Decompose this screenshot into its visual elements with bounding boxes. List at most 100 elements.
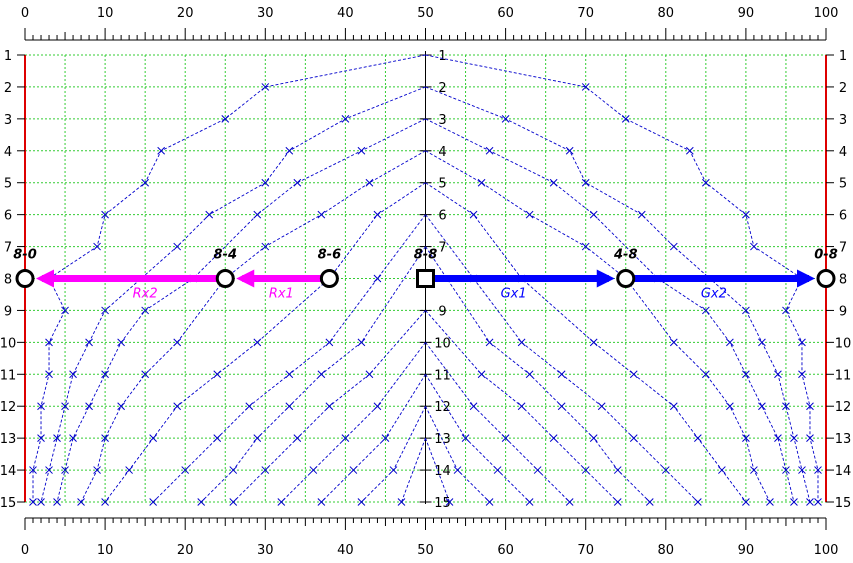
curve-point-marker xyxy=(525,370,534,379)
curve-point-marker xyxy=(293,178,302,187)
top-tick-label: 30 xyxy=(257,6,274,21)
curve-point-marker xyxy=(101,306,109,315)
curve-point-marker xyxy=(581,242,590,251)
curve-point-marker xyxy=(517,338,526,347)
curve-point-marker xyxy=(357,338,366,347)
curve-point-marker xyxy=(597,402,606,411)
curve-point-marker xyxy=(718,466,726,474)
arrow-label: Rx1 xyxy=(269,287,294,302)
curve-point-marker xyxy=(253,210,262,219)
curve-point-marker xyxy=(782,402,790,411)
center-row-label: 5 xyxy=(438,177,446,192)
curve-point-marker xyxy=(629,434,638,442)
curve-point-marker xyxy=(173,242,182,251)
left-row-label: 3 xyxy=(4,113,12,128)
curve-point-marker xyxy=(389,466,398,474)
curve-point-marker xyxy=(341,115,350,123)
right-row-label: 15 xyxy=(835,496,852,511)
curve-point-marker xyxy=(589,338,598,347)
curve-point-marker xyxy=(173,402,182,411)
curve-point-marker xyxy=(742,210,750,219)
node-circle xyxy=(215,269,235,288)
curve-point-marker xyxy=(309,466,318,474)
curve-point-marker xyxy=(157,146,166,155)
top-tick-label: 20 xyxy=(177,6,194,21)
curve-point-marker xyxy=(357,146,366,155)
bottom-tick-label: 80 xyxy=(658,543,675,558)
trellis-curve xyxy=(425,118,795,503)
curve-point-marker xyxy=(141,370,150,379)
left-row-label: 8 xyxy=(4,273,12,288)
trellis-curve xyxy=(401,437,426,503)
left-row-label: 5 xyxy=(4,177,12,192)
curve-point-marker xyxy=(806,402,814,411)
top-tick-label: 10 xyxy=(97,6,114,21)
curve-point-marker xyxy=(774,370,782,379)
bottom-tick-label: 10 xyxy=(97,543,114,558)
curve-point-marker xyxy=(149,434,158,442)
curve-point-marker xyxy=(365,370,374,379)
trellis-curve xyxy=(425,406,490,503)
curve-point-marker xyxy=(253,434,262,442)
arrow-label: Gx2 xyxy=(701,287,727,302)
node-label: 4-8 xyxy=(613,248,638,263)
top-tick-label: 40 xyxy=(337,6,354,21)
curve-point-marker xyxy=(69,434,77,442)
curve-point-marker xyxy=(742,370,750,379)
center-row-label: 10 xyxy=(434,336,451,351)
curve-point-marker xyxy=(613,466,622,474)
top-tick-label: 70 xyxy=(577,6,594,21)
curve-point-marker xyxy=(285,370,294,379)
curve-point-marker xyxy=(213,434,222,442)
curve-point-marker xyxy=(125,466,133,474)
center-row-label: 7 xyxy=(438,241,446,256)
arrows: Rx2 Rx1 Gx1 Gx2 xyxy=(36,269,815,302)
curve-point-marker xyxy=(85,402,93,411)
curve-point-marker xyxy=(693,434,702,442)
curve-point-marker xyxy=(621,115,630,123)
curve-point-marker xyxy=(141,178,150,187)
right-row-label: 1 xyxy=(839,49,847,64)
center-row-label: 9 xyxy=(438,304,446,319)
curve-point-marker xyxy=(357,498,366,506)
node-label: 8-6 xyxy=(318,248,342,263)
curve-point-marker xyxy=(685,146,694,155)
bottom-tick-label: 100 xyxy=(814,543,839,558)
curve-point-marker xyxy=(726,402,734,411)
curve-point-marker xyxy=(45,370,53,379)
curve-point-marker xyxy=(285,402,294,411)
curve-point-marker xyxy=(477,370,486,379)
curve-point-marker xyxy=(669,402,678,411)
left-row-label: 13 xyxy=(0,432,16,447)
curve-point-marker xyxy=(814,498,822,506)
curve-point-marker xyxy=(798,370,806,379)
top-tick-label: 100 xyxy=(814,6,839,21)
right-row-label: 2 xyxy=(839,81,847,96)
trellis-curve xyxy=(56,118,426,503)
curve-point-marker xyxy=(53,434,61,442)
curve-point-marker xyxy=(261,242,270,251)
bottom-tick-label: 0 xyxy=(21,543,29,558)
right-row-label: 13 xyxy=(835,432,852,447)
curve-point-marker xyxy=(581,466,590,474)
curve-point-marker xyxy=(774,434,782,442)
top-tick-label: 50 xyxy=(417,6,434,21)
curve-point-marker xyxy=(381,434,390,442)
curve-point-marker xyxy=(469,402,478,411)
curve-point-marker xyxy=(701,306,710,315)
center-row-label: 12 xyxy=(434,400,451,415)
trellis-curve xyxy=(40,86,426,503)
curves xyxy=(29,54,822,506)
curve-point-marker xyxy=(806,498,814,506)
left-row-label: 11 xyxy=(0,368,16,383)
curve-point-marker xyxy=(742,434,750,442)
curve-point-marker xyxy=(349,466,358,474)
curve-point-marker xyxy=(766,498,774,506)
curve-point-marker xyxy=(669,338,678,347)
center-row-label: 6 xyxy=(438,209,446,224)
top-tick-label: 60 xyxy=(497,6,514,21)
curve-point-marker xyxy=(758,338,766,347)
right-row-label: 14 xyxy=(835,464,852,479)
curve-point-marker xyxy=(581,83,590,91)
curve-point-marker xyxy=(93,242,101,251)
